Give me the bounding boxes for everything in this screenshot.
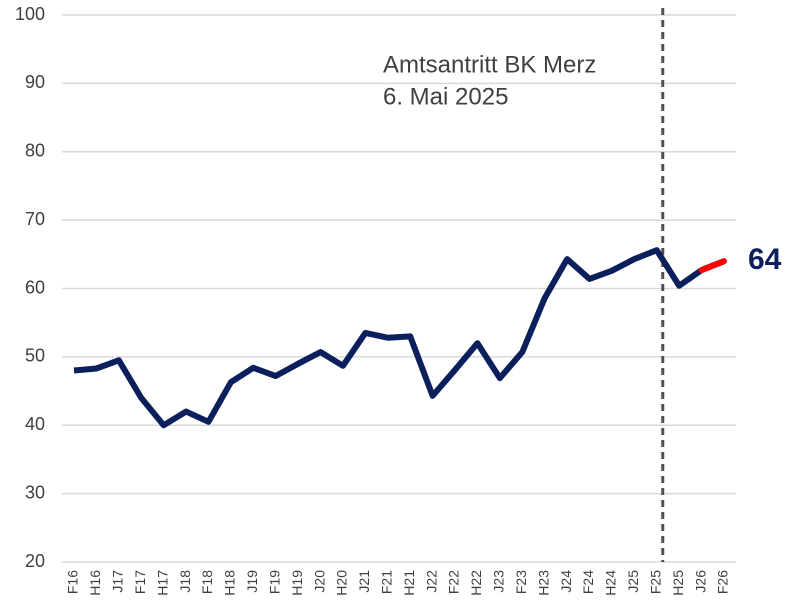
line-segment bbox=[698, 258, 727, 274]
y-tick-label: 100 bbox=[15, 4, 45, 24]
y-tick-label: 30 bbox=[25, 482, 45, 502]
x-tick-label: H21 bbox=[401, 570, 417, 596]
x-tick-label: J25 bbox=[625, 570, 641, 593]
data-label: 64 bbox=[748, 243, 782, 276]
x-tick-label: J22 bbox=[423, 570, 439, 593]
x-tick-label: J21 bbox=[356, 570, 372, 593]
x-tick-label: H22 bbox=[468, 570, 484, 596]
x-tick-label: F21 bbox=[378, 570, 394, 594]
annotation-text: 6. Mai 2025 bbox=[383, 83, 508, 110]
x-tick-label: F16 bbox=[65, 570, 81, 594]
x-tick-label: H25 bbox=[670, 570, 686, 596]
x-tick-label: F22 bbox=[446, 570, 462, 594]
x-tick-label: J23 bbox=[491, 570, 507, 593]
x-tick-label: F17 bbox=[132, 570, 148, 594]
x-tick-label: H20 bbox=[334, 570, 350, 596]
x-tick-label: J19 bbox=[244, 570, 260, 593]
x-tick-label: J20 bbox=[311, 570, 327, 593]
x-tick-label: H24 bbox=[603, 570, 619, 596]
x-tick-label: F18 bbox=[199, 570, 215, 594]
annotation-text: Amtsantritt BK Merz bbox=[383, 51, 596, 78]
x-tick-label: J26 bbox=[692, 570, 708, 593]
x-tick-label: H18 bbox=[222, 570, 238, 596]
x-tick-label: J17 bbox=[110, 570, 126, 593]
x-tick-label: F25 bbox=[647, 570, 663, 594]
x-tick-label: F23 bbox=[513, 570, 529, 594]
x-tick-label: F24 bbox=[580, 570, 596, 594]
x-tick-label: H23 bbox=[535, 570, 551, 596]
x-tick-label: H17 bbox=[154, 570, 170, 596]
y-tick-label: 50 bbox=[25, 346, 45, 366]
x-tick-label: F26 bbox=[715, 570, 731, 594]
y-tick-label: 40 bbox=[25, 414, 45, 434]
y-tick-label: 90 bbox=[25, 72, 45, 92]
y-tick-label: 80 bbox=[25, 141, 45, 161]
x-tick-label: J18 bbox=[177, 570, 193, 593]
y-tick-label: 60 bbox=[25, 277, 45, 297]
y-tick-label: 70 bbox=[25, 209, 45, 229]
x-tick-label: J24 bbox=[558, 570, 574, 593]
x-tick-label: H16 bbox=[87, 570, 103, 596]
x-tick-label: H19 bbox=[289, 570, 305, 596]
line bbox=[73, 247, 726, 429]
y-tick-label: 20 bbox=[25, 551, 45, 571]
x-tick-label: F19 bbox=[266, 570, 282, 594]
